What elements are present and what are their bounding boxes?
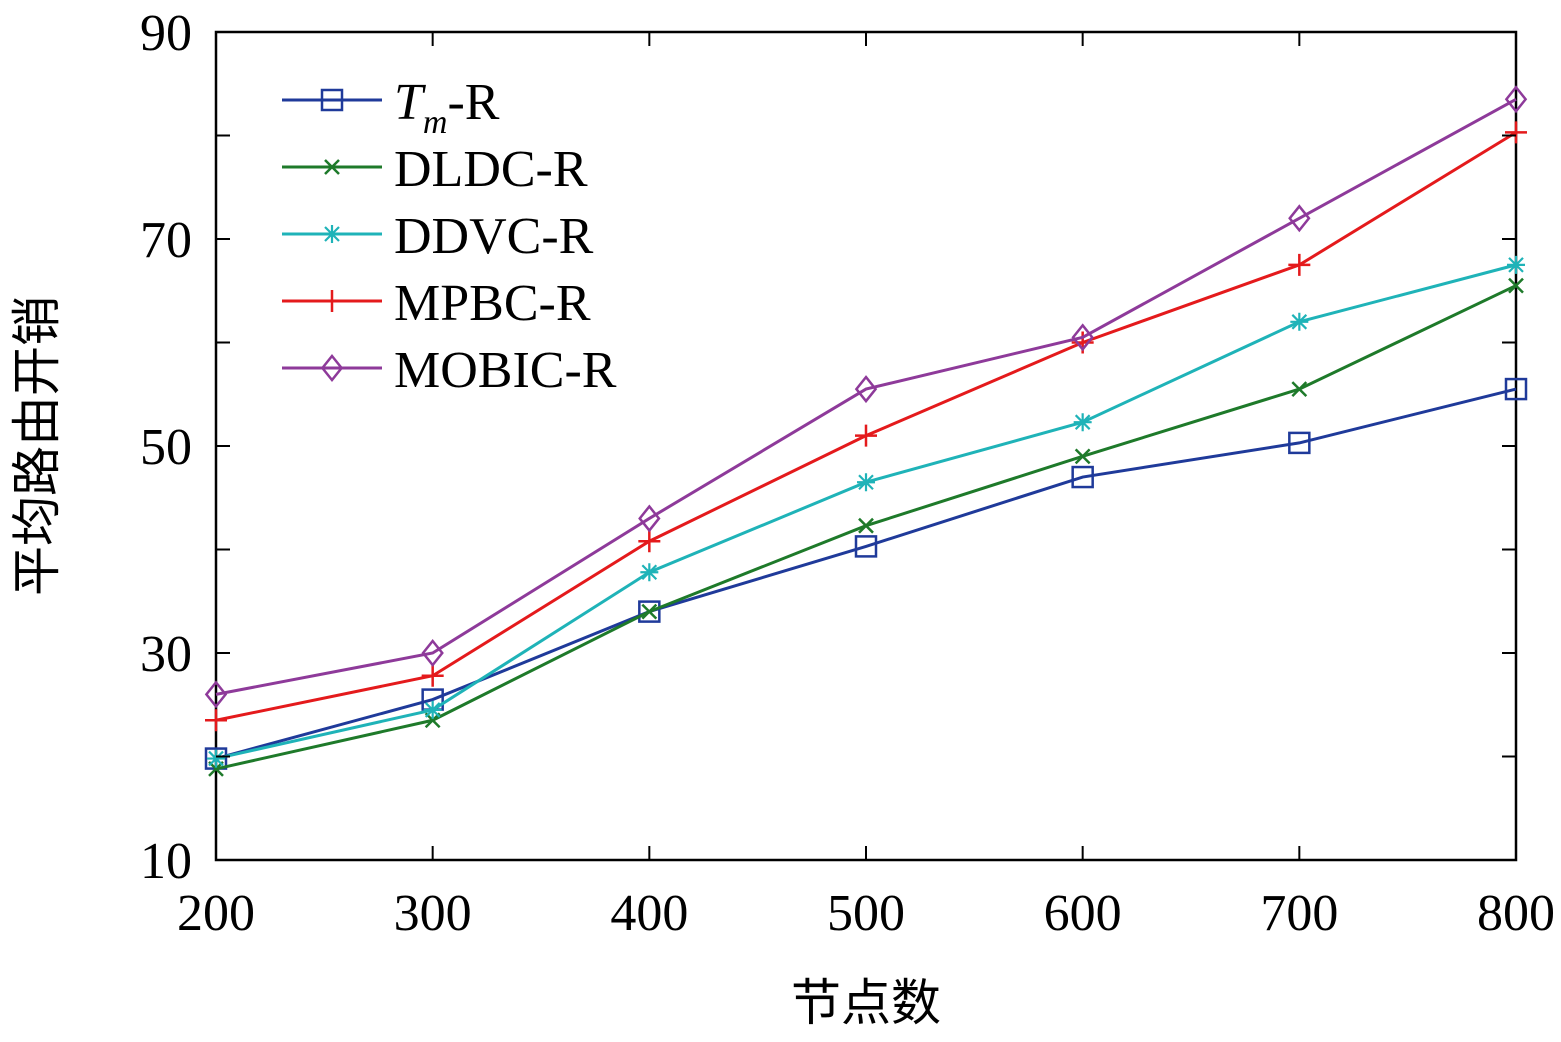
data-point-tm [1071,465,1094,489]
x-axis-title: 节点数 [791,974,941,1032]
data-point-tm [1504,377,1528,401]
legend-label-ddvc: DDVC-R [394,208,594,265]
data-point-mobic [854,375,878,404]
data-point-mpbc [1505,121,1527,144]
series-line-mobic [215,97,1517,696]
legend-item-tm: Tm-R [282,74,500,141]
series-line-ddvc [215,263,1517,761]
series-dldc [208,277,1524,777]
y-tick-label: 70 [140,212,192,269]
data-point-mobic [638,504,661,533]
x-tick-label: 600 [1044,885,1122,942]
data-point-mobic [1288,204,1311,233]
x-tick-label: 700 [1260,885,1338,942]
data-point-tm [1288,431,1311,455]
data-point-ddvc [207,749,225,768]
y-tick-label: 30 [140,626,192,683]
data-point-ddvc [1290,312,1309,331]
data-point-mpbc [855,424,877,447]
series-layer [204,85,1528,777]
data-point-mpbc [421,664,444,687]
data-point-ddvc [640,563,659,582]
legend-label-mobic: MOBIC-R [394,342,617,399]
data-point-mobic [204,680,228,709]
data-point-mpbc [1288,253,1311,276]
y-tick-label: 90 [140,5,192,62]
x-tick-label: 500 [827,885,905,942]
data-point-ddvc [1073,413,1092,432]
data-point-dldc [858,517,874,534]
y-axis-title: 平均路由开销 [8,296,66,596]
series-tm [204,377,1528,770]
data-point-mpbc [638,530,661,553]
data-point-dldc [1074,448,1091,465]
series-ddvc [207,255,1525,768]
series-mpbc [205,121,1527,732]
x-tick-label: 400 [610,885,688,942]
legend-item-mobic: MOBIC-R [282,342,617,399]
data-point-tm [854,535,878,558]
data-point-ddvc [423,700,442,719]
y-tick-label: 50 [140,419,192,476]
legend-label-tm: Tm-R [394,74,500,141]
legend-item-mpbc: MPBC-R [282,275,591,332]
data-point-mobic [421,638,444,668]
data-point-dldc [1291,381,1308,397]
x-tick-label: 200 [177,885,255,942]
data-point-dldc [1508,277,1524,294]
legend-item-ddvc: DDVC-R [282,208,594,265]
data-point-mobic [1504,85,1528,114]
legend-marker-mpbc [321,290,343,312]
legend-label-mpbc: MPBC-R [394,275,591,332]
legend-marker-mobic [320,353,344,383]
legend-item-dldc: DLDC-R [282,141,588,198]
x-tick-label: 800 [1477,885,1555,942]
series-mobic [204,85,1528,709]
y-tick-label: 10 [140,833,192,890]
data-point-tm [638,600,661,623]
axis-ticks: 200 300 400 500 600 700 800 10 30 50 70 90 [140,5,1555,942]
legend-marker-tm [320,88,344,112]
series-line-tm [215,387,1517,761]
data-point-ddvc [1507,255,1525,274]
data-point-mobic [1071,323,1094,352]
data-point-dldc [641,603,658,620]
data-point-ddvc [857,473,875,492]
legend-marker-ddvc [323,225,341,243]
legend-label-dldc: DLDC-R [394,141,588,198]
legend-marker-dldc [324,159,340,175]
x-tick-label: 300 [394,885,472,942]
data-point-mpbc [205,709,227,732]
